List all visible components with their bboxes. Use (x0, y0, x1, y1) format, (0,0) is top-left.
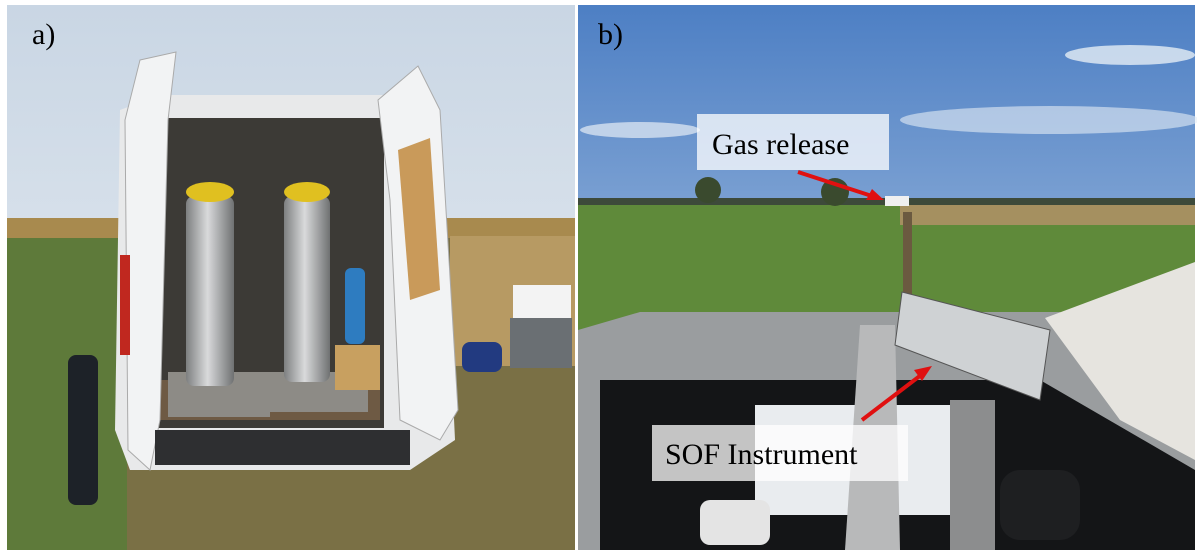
gas-cylinder (186, 196, 234, 386)
annotation-box (652, 425, 908, 481)
tail-light (120, 255, 130, 355)
cloud (1065, 45, 1195, 65)
cylinder-cap (284, 182, 330, 202)
white-box (513, 285, 571, 320)
annotation-box (697, 114, 889, 170)
panel-label: b) (598, 18, 623, 51)
bag (462, 342, 502, 372)
arrow (797, 170, 879, 200)
black-cylinder (68, 355, 98, 505)
bottle (700, 500, 770, 545)
arrow (860, 370, 927, 422)
grass (7, 238, 127, 550)
cloud (580, 122, 700, 138)
gas-cylinder (284, 196, 330, 382)
fence-post (903, 212, 912, 302)
door-panel (398, 138, 440, 300)
bumper (155, 430, 410, 465)
cloud (900, 106, 1197, 134)
side-panel (1045, 262, 1195, 460)
stubble (900, 205, 1195, 225)
cylinder-cap (186, 182, 234, 202)
annotation: SOF Instrument (665, 438, 858, 471)
sof-instrument (894, 291, 1051, 401)
mount (950, 400, 995, 550)
motor (1000, 470, 1080, 540)
blue-bottle (345, 268, 365, 344)
tree (695, 177, 721, 203)
panel-label: a) (32, 18, 55, 51)
annotation: Gas release (712, 128, 849, 161)
panel-a-photo: a) (7, 5, 575, 550)
arrowhead (866, 189, 884, 200)
arrowhead (914, 366, 932, 381)
panel-b-photo: Gas release SOF Instrument b) (578, 5, 1197, 550)
release-car (885, 196, 909, 206)
wood-box (335, 345, 380, 390)
crate (510, 318, 572, 368)
